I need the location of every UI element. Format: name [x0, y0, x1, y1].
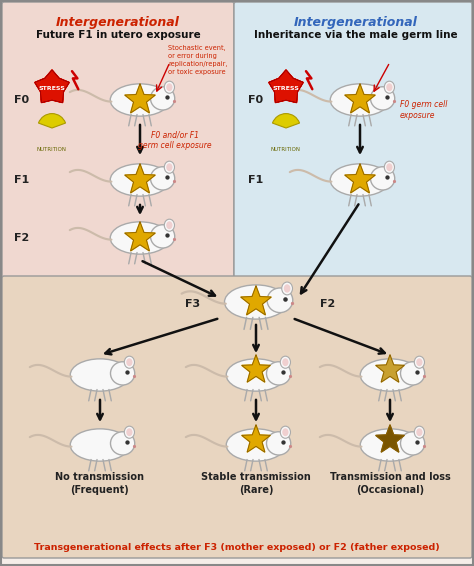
- Ellipse shape: [151, 87, 175, 110]
- Ellipse shape: [371, 167, 395, 190]
- Text: NUTRITION: NUTRITION: [271, 147, 301, 152]
- Ellipse shape: [282, 428, 289, 436]
- Ellipse shape: [330, 84, 390, 116]
- Text: F0: F0: [14, 95, 29, 105]
- Text: Intergenerational: Intergenerational: [294, 16, 418, 29]
- Ellipse shape: [401, 432, 425, 455]
- Ellipse shape: [164, 161, 174, 173]
- Ellipse shape: [401, 362, 425, 385]
- FancyBboxPatch shape: [2, 276, 472, 558]
- Polygon shape: [269, 70, 303, 102]
- Ellipse shape: [386, 163, 392, 171]
- Ellipse shape: [110, 362, 135, 385]
- Polygon shape: [242, 425, 270, 452]
- Ellipse shape: [164, 81, 174, 93]
- Ellipse shape: [266, 432, 291, 455]
- Text: F2: F2: [14, 233, 29, 243]
- Ellipse shape: [110, 222, 170, 254]
- Text: F1: F1: [248, 175, 263, 185]
- Polygon shape: [241, 286, 271, 315]
- Text: F1: F1: [14, 175, 29, 185]
- Ellipse shape: [164, 219, 174, 231]
- Ellipse shape: [267, 288, 293, 312]
- Ellipse shape: [110, 432, 135, 455]
- Ellipse shape: [386, 83, 392, 91]
- Ellipse shape: [124, 356, 135, 368]
- Text: F0 and/or F1
germ cell exposure: F0 and/or F1 germ cell exposure: [138, 130, 212, 150]
- Ellipse shape: [416, 358, 422, 366]
- Text: F0: F0: [248, 95, 263, 105]
- Ellipse shape: [110, 164, 170, 196]
- Polygon shape: [242, 355, 270, 382]
- Wedge shape: [38, 114, 65, 128]
- FancyBboxPatch shape: [2, 2, 234, 278]
- Polygon shape: [125, 222, 155, 251]
- Ellipse shape: [371, 87, 395, 110]
- Polygon shape: [376, 355, 404, 382]
- Text: Transgenerational effects after F3 (mother exposed) or F2 (father exposed): Transgenerational effects after F3 (moth…: [34, 543, 440, 552]
- Ellipse shape: [70, 359, 130, 391]
- Ellipse shape: [330, 164, 390, 196]
- Text: F3: F3: [185, 299, 200, 309]
- Text: Transmission and loss
(Occasional): Transmission and loss (Occasional): [329, 472, 450, 495]
- Text: F2: F2: [320, 299, 335, 309]
- Ellipse shape: [126, 428, 133, 436]
- Ellipse shape: [70, 429, 130, 461]
- Ellipse shape: [151, 225, 175, 248]
- Ellipse shape: [360, 359, 420, 391]
- Text: Future F1 in utero exposure: Future F1 in utero exposure: [36, 30, 201, 40]
- Text: Stochastic event,
or error during
replication/repair,
or toxic exposure: Stochastic event, or error during replic…: [168, 45, 228, 75]
- Text: F0 germ cell
exposure: F0 germ cell exposure: [400, 100, 447, 120]
- Ellipse shape: [384, 81, 394, 93]
- Ellipse shape: [126, 358, 133, 366]
- Text: Inheritance via the male germ line: Inheritance via the male germ line: [254, 30, 458, 40]
- Ellipse shape: [414, 356, 425, 368]
- Ellipse shape: [110, 84, 170, 116]
- Text: STRESS: STRESS: [38, 85, 65, 91]
- Polygon shape: [376, 425, 404, 452]
- Ellipse shape: [166, 221, 173, 229]
- Polygon shape: [125, 164, 155, 193]
- Ellipse shape: [360, 429, 420, 461]
- Ellipse shape: [280, 356, 291, 368]
- Ellipse shape: [166, 83, 173, 91]
- Text: Stable transmission
(Rare): Stable transmission (Rare): [201, 472, 311, 495]
- Ellipse shape: [225, 285, 288, 319]
- Ellipse shape: [266, 362, 291, 385]
- Text: Intergenerational: Intergenerational: [56, 16, 180, 29]
- Ellipse shape: [166, 163, 173, 171]
- Ellipse shape: [384, 161, 394, 173]
- Ellipse shape: [284, 284, 291, 293]
- Text: No transmission
(Frequent): No transmission (Frequent): [55, 472, 145, 495]
- Wedge shape: [273, 114, 300, 128]
- Ellipse shape: [282, 282, 292, 295]
- Polygon shape: [345, 84, 375, 113]
- Text: NUTRITION: NUTRITION: [37, 147, 67, 152]
- Ellipse shape: [226, 359, 286, 391]
- Ellipse shape: [414, 426, 425, 438]
- Ellipse shape: [226, 429, 286, 461]
- Ellipse shape: [416, 428, 422, 436]
- Polygon shape: [345, 164, 375, 193]
- Polygon shape: [125, 84, 155, 113]
- Ellipse shape: [124, 426, 135, 438]
- Ellipse shape: [280, 426, 291, 438]
- FancyBboxPatch shape: [234, 2, 472, 278]
- Ellipse shape: [282, 358, 289, 366]
- Ellipse shape: [151, 167, 175, 190]
- Polygon shape: [35, 70, 69, 102]
- Text: STRESS: STRESS: [273, 85, 300, 91]
